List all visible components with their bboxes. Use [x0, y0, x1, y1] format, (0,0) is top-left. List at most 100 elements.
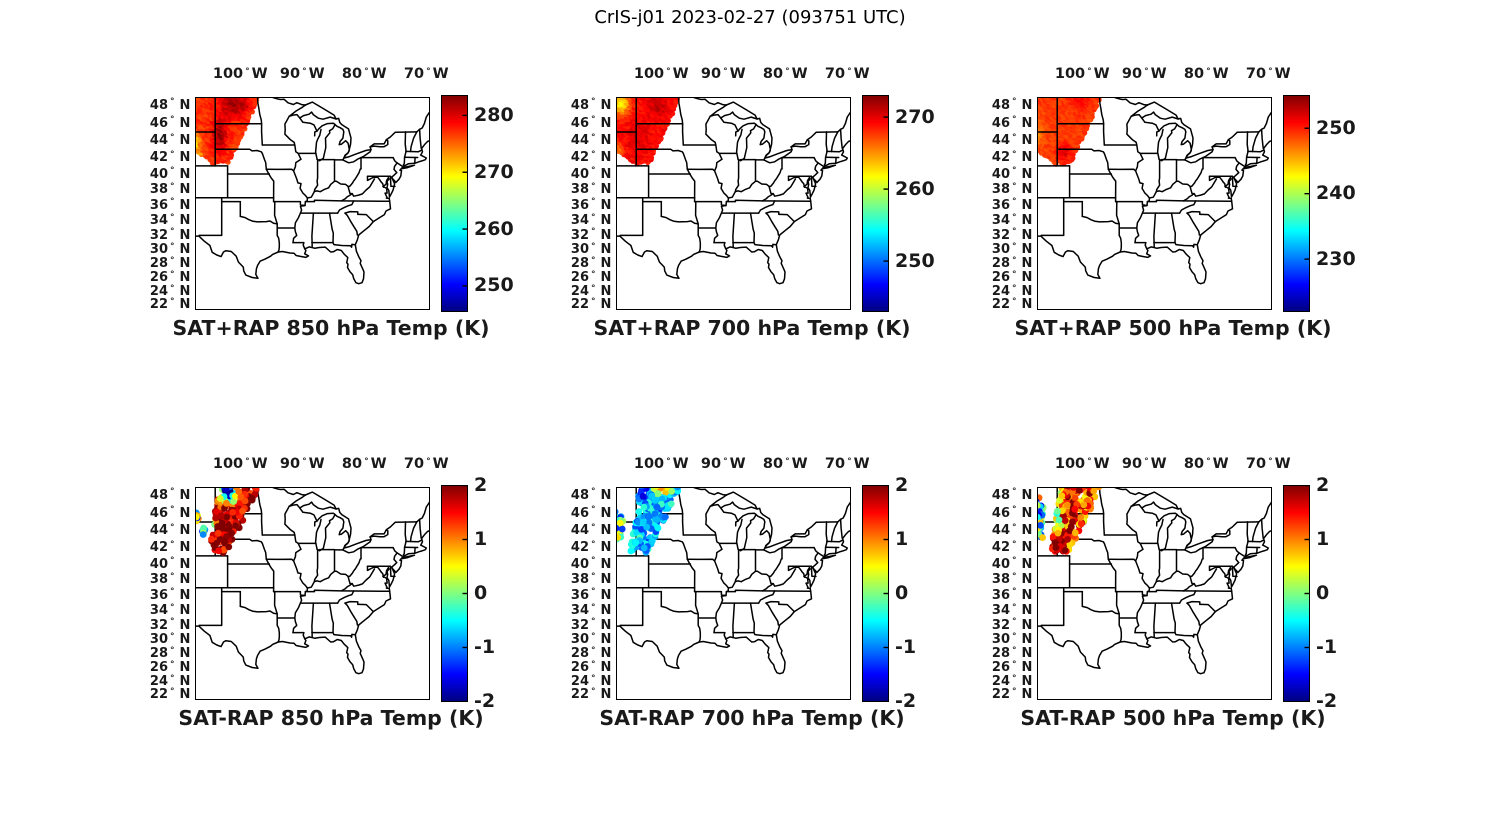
y-tick-label: 42 ° N — [570, 539, 612, 556]
y-tick-label: 46 ° N — [149, 115, 191, 131]
x-tick-label: 90 ° W — [279, 456, 325, 472]
y-tick-label: 28 ° N — [991, 255, 1033, 272]
y-tick-label: 22 ° N — [570, 686, 612, 703]
colorbar-tick-label: 260 — [895, 177, 935, 200]
y-tick-label: 36 ° N — [149, 587, 191, 603]
y-tick-label: 36 ° N — [570, 587, 612, 603]
y-tick-label: 30 ° N — [991, 631, 1033, 648]
x-tick-label: 100 ° W — [633, 66, 689, 82]
y-tick-label: 24 ° N — [149, 673, 191, 690]
colorbar — [1283, 485, 1310, 702]
satellite-swath-dots — [1037, 487, 1103, 555]
y-tick-label: 32 ° N — [570, 227, 612, 243]
y-tick-label: 48 ° N — [991, 487, 1033, 503]
y-tick-label: 32 ° N — [991, 617, 1033, 633]
x-tick-label: 70 ° W — [1245, 456, 1291, 472]
x-tick-label: 90 ° W — [279, 66, 325, 82]
x-tick-label: 100 ° W — [212, 66, 268, 82]
colorbar-tick-label: 0 — [474, 582, 488, 604]
y-tick-label: 46 ° N — [149, 505, 191, 521]
y-tick-label: 38 ° N — [570, 181, 612, 198]
y-tick-label: 32 ° N — [991, 227, 1033, 243]
y-tick-label: 46 ° N — [991, 115, 1033, 131]
colorbar — [441, 485, 468, 702]
map-canvas — [195, 97, 430, 310]
y-tick-label: 34 ° N — [149, 212, 191, 229]
y-tick-label: 36 ° N — [570, 197, 612, 213]
y-tick-label: 42 ° N — [149, 539, 191, 556]
colorbar-tick-label: -1 — [895, 636, 917, 658]
y-tick-label: 24 ° N — [570, 673, 612, 690]
y-tick-label: 40 ° N — [991, 556, 1033, 572]
y-tick-label: 32 ° N — [149, 617, 191, 633]
colorbar-tick-label: -2 — [1316, 690, 1338, 712]
x-tick-label: 100 ° W — [633, 456, 689, 472]
panel-title: SAT-RAP 500 hPa Temp (K) — [1020, 706, 1326, 730]
x-tick-label: 80 ° W — [1183, 66, 1229, 82]
x-tick-label: 90 ° W — [1121, 66, 1167, 82]
x-tick-label: 80 ° W — [762, 456, 808, 472]
y-tick-label: 34 ° N — [149, 602, 191, 619]
y-tick-label: 44 ° N — [991, 522, 1033, 539]
map-canvas — [616, 97, 851, 310]
y-tick-label: 40 ° N — [149, 556, 191, 572]
x-tick-label: 80 ° W — [1183, 456, 1229, 472]
panel-title: SAT+RAP 500 hPa Temp (K) — [1014, 316, 1332, 340]
colorbar-tick-label: -1 — [474, 636, 496, 658]
y-tick-label: 38 ° N — [149, 181, 191, 198]
colorbar-tick-label: 280 — [474, 103, 514, 126]
colorbar-tick-label: 250 — [895, 249, 935, 272]
y-tick-label: 26 ° N — [570, 659, 612, 676]
y-tick-label: 38 ° N — [570, 571, 612, 588]
x-tick-label: 100 ° W — [1054, 66, 1110, 82]
y-tick-label: 46 ° N — [991, 505, 1033, 521]
y-tick-label: 24 ° N — [570, 283, 612, 300]
y-tick-label: 44 ° N — [149, 522, 191, 539]
y-tick-label: 42 ° N — [570, 149, 612, 166]
colorbar-tick-label: 260 — [474, 217, 514, 240]
x-tick-label: 70 ° W — [403, 456, 449, 472]
colorbar-tick-label: 0 — [895, 582, 909, 604]
x-tick-label: 70 ° W — [1245, 66, 1291, 82]
x-tick-label: 70 ° W — [824, 456, 870, 472]
colorbar-tick-label: -2 — [895, 690, 917, 712]
colorbar-tick-label: 2 — [895, 474, 909, 496]
y-tick-label: 40 ° N — [149, 166, 191, 182]
colorbar-tick-label: 270 — [895, 105, 935, 128]
colorbar-tick-label: 240 — [1316, 182, 1356, 205]
y-tick-label: 44 ° N — [149, 132, 191, 149]
x-tick-label: 70 ° W — [824, 66, 870, 82]
y-tick-label: 34 ° N — [570, 602, 612, 619]
y-tick-label: 38 ° N — [149, 571, 191, 588]
y-tick-label: 36 ° N — [149, 197, 191, 213]
y-tick-label: 48 ° N — [149, 487, 191, 503]
state-borders — [616, 487, 851, 675]
y-tick-label: 46 ° N — [570, 115, 612, 131]
y-tick-label: 26 ° N — [149, 269, 191, 286]
y-tick-label: 26 ° N — [149, 659, 191, 676]
colorbar — [862, 95, 889, 312]
map-canvas — [616, 487, 851, 700]
state-borders — [195, 97, 430, 285]
x-tick-label: 80 ° W — [762, 66, 808, 82]
y-tick-label: 30 ° N — [991, 241, 1033, 258]
y-tick-label: 26 ° N — [570, 269, 612, 286]
y-tick-label: 24 ° N — [991, 673, 1033, 690]
colorbar-tick-label: 1 — [1316, 528, 1330, 550]
x-tick-label: 90 ° W — [700, 456, 746, 472]
colorbar-tick-label: 250 — [474, 274, 514, 297]
y-tick-label: 48 ° N — [149, 97, 191, 113]
colorbar-tick-label: -1 — [1316, 636, 1338, 658]
y-tick-label: 32 ° N — [149, 227, 191, 243]
y-tick-label: 42 ° N — [149, 149, 191, 166]
panel-title: SAT+RAP 850 hPa Temp (K) — [172, 316, 490, 340]
y-tick-label: 46 ° N — [570, 505, 612, 521]
y-tick-label: 40 ° N — [570, 166, 612, 182]
y-tick-label: 28 ° N — [149, 255, 191, 272]
y-tick-label: 22 ° N — [991, 686, 1033, 703]
y-tick-label: 38 ° N — [991, 571, 1033, 588]
colorbar — [1283, 95, 1310, 312]
x-tick-label: 100 ° W — [212, 456, 268, 472]
y-tick-label: 36 ° N — [991, 197, 1033, 213]
colorbar-tick-label: 1 — [474, 528, 488, 550]
